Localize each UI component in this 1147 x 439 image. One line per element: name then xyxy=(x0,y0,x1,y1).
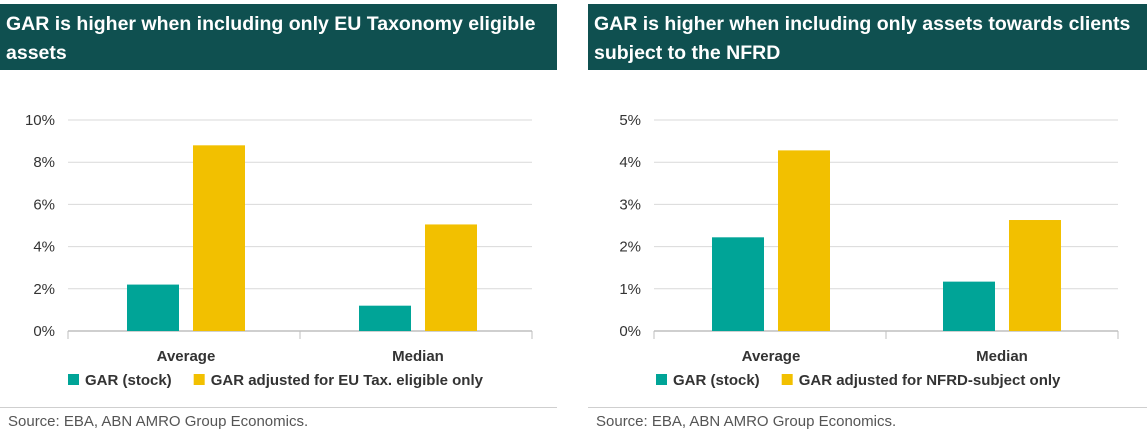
bar-gar-adjusted-median xyxy=(425,224,477,331)
chart-title-right: GAR is higher when including only assets… xyxy=(588,4,1147,70)
chart-title-left: GAR is higher when including only EU Tax… xyxy=(0,4,557,70)
x-category-label: Average xyxy=(157,348,216,365)
y-tick-label: 3% xyxy=(619,196,641,213)
chart-panel-right: GAR is higher when including only assets… xyxy=(588,0,1147,439)
chart-panel-left: GAR is higher when including only EU Tax… xyxy=(0,0,557,439)
bar-gar-stock-median xyxy=(359,305,411,331)
y-tick-label: 2% xyxy=(619,239,641,256)
divider-left xyxy=(0,407,557,408)
x-category-label: Median xyxy=(392,348,444,365)
y-tick-label: 10% xyxy=(25,112,55,129)
legend-label: GAR adjusted for EU Tax. eligible only xyxy=(211,372,484,389)
legend-label: GAR (stock) xyxy=(673,372,760,389)
legend-swatch xyxy=(68,374,79,385)
y-tick-label: 6% xyxy=(33,196,55,213)
y-tick-label: 0% xyxy=(619,323,641,340)
y-tick-label: 1% xyxy=(619,281,641,298)
y-tick-label: 2% xyxy=(33,281,55,298)
legend-swatch xyxy=(781,374,793,385)
divider-right xyxy=(588,407,1147,408)
legend-swatch xyxy=(656,374,667,385)
y-tick-label: 8% xyxy=(33,154,55,171)
y-tick-label: 4% xyxy=(619,154,641,171)
x-category-label: Average xyxy=(742,348,801,365)
source-note-left: Source: EBA, ABN AMRO Group Economics. xyxy=(8,413,309,430)
x-category-label: Median xyxy=(976,348,1028,365)
bar-gar-stock-average xyxy=(127,284,179,331)
bar-gar-adjusted-average xyxy=(778,150,830,331)
bar-gar-adjusted-median xyxy=(1009,220,1061,331)
bar-gar-stock-average xyxy=(712,237,764,331)
bar-gar-adjusted-average xyxy=(193,145,245,331)
legend-label: GAR adjusted for NFRD-subject only xyxy=(799,372,1061,389)
y-tick-label: 4% xyxy=(33,239,55,256)
bar-chart-right: 0% 1% 2% 3% 4% 5% Average Median GAR (stock) GAR … xyxy=(619,112,1119,389)
legend-label: GAR (stock) xyxy=(85,372,172,389)
y-tick-label: 5% xyxy=(619,112,641,129)
source-note-right: Source: EBA, ABN AMRO Group Economics. xyxy=(596,413,897,430)
y-tick-label: 0% xyxy=(33,323,55,340)
bar-chart-left: 0% 2% 4% 6% 8% 10% Average Median GAR (stock) GAR… xyxy=(25,112,533,389)
bar-gar-stock-median xyxy=(943,281,995,331)
legend-swatch xyxy=(193,374,205,385)
